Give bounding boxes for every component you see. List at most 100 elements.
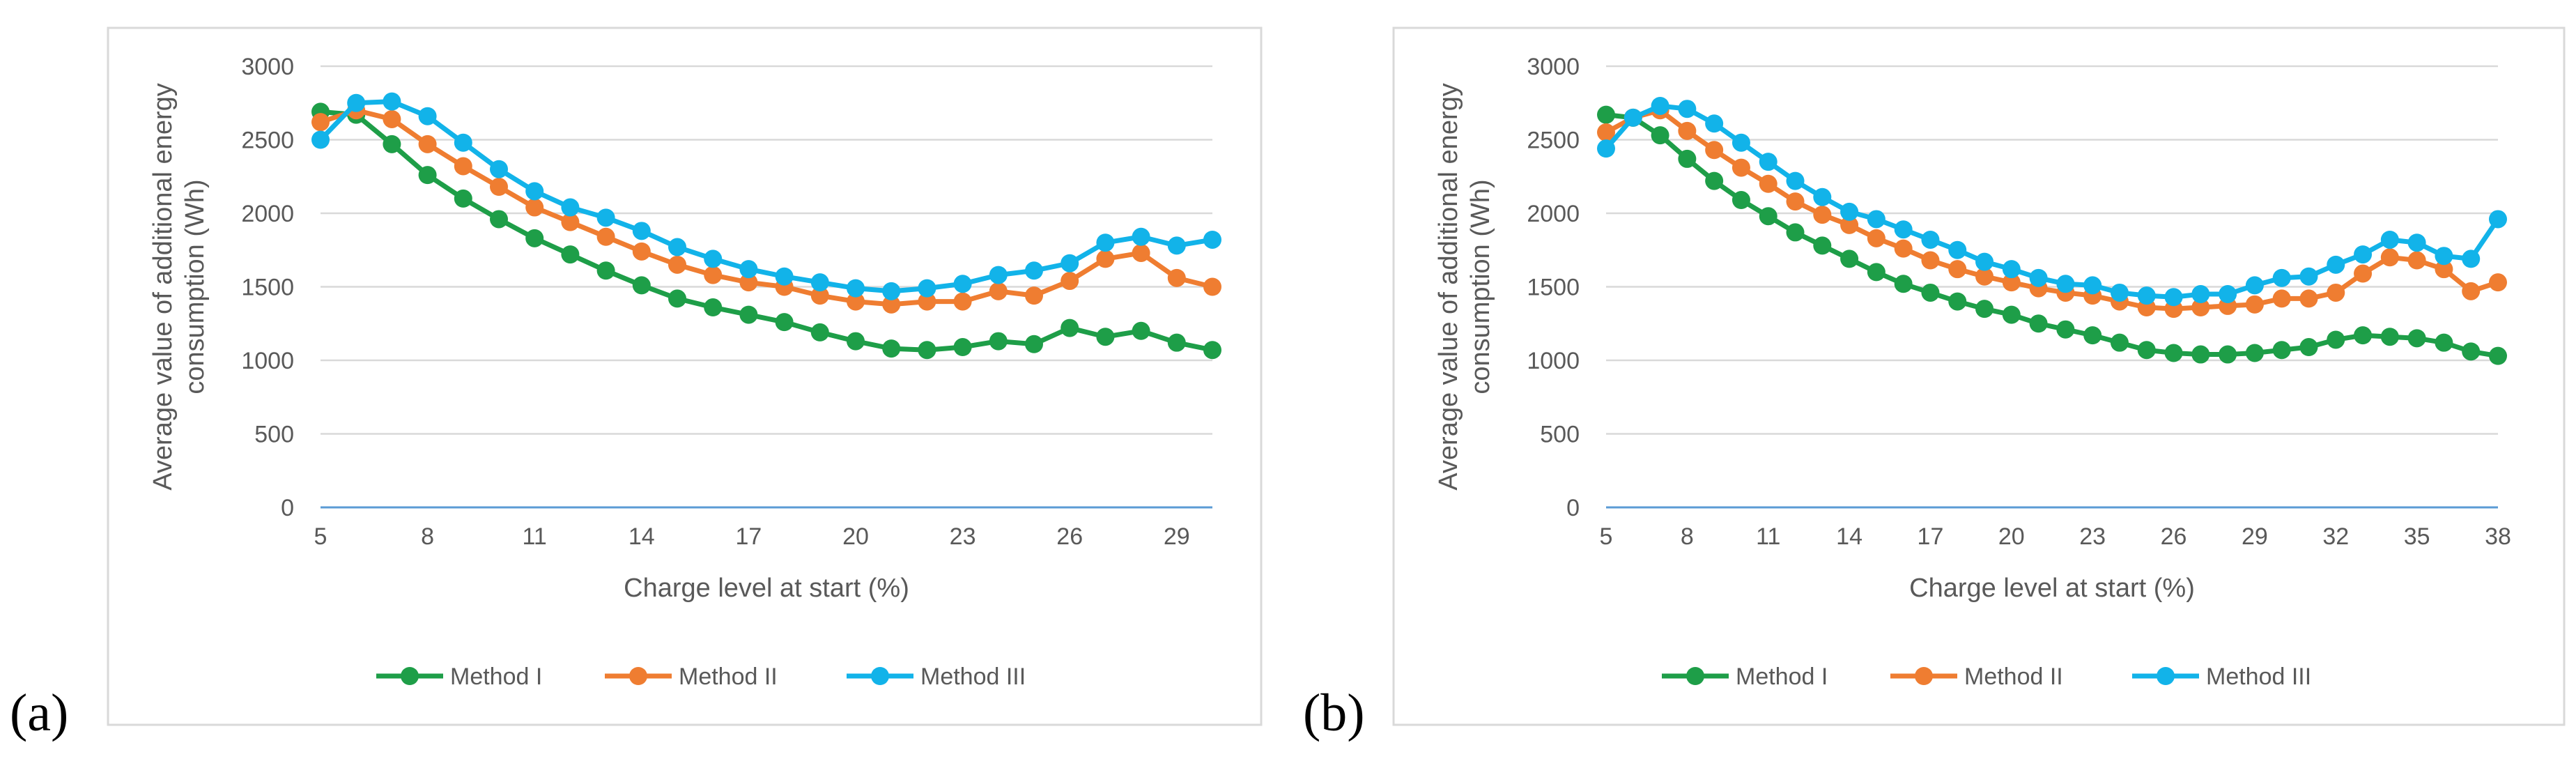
data-point-method-iii bbox=[2354, 245, 2373, 264]
data-point-method-ii bbox=[2299, 289, 2318, 308]
data-point-method-ii bbox=[1167, 268, 1186, 287]
data-point-method-iii bbox=[2462, 250, 2481, 268]
legend-label-method-iii: Method III bbox=[2206, 663, 2311, 690]
data-point-method-ii bbox=[1061, 272, 1079, 291]
data-point-method-iii bbox=[1894, 220, 1913, 239]
data-point-method-ii bbox=[882, 295, 901, 314]
data-point-method-i bbox=[2327, 330, 2345, 349]
data-point-method-ii bbox=[739, 273, 758, 292]
data-point-method-i bbox=[525, 229, 544, 247]
x-tick-label: 23 bbox=[950, 523, 976, 550]
x-tick-label: 5 bbox=[1600, 523, 1613, 550]
data-point-method-iii bbox=[1975, 252, 1994, 271]
legend-marker-method-ii bbox=[1915, 667, 1933, 685]
x-tick-label: 8 bbox=[421, 523, 434, 550]
data-point-method-ii bbox=[1786, 192, 1805, 211]
data-point-method-i bbox=[882, 339, 901, 358]
y-tick-label: 0 bbox=[281, 495, 294, 521]
data-point-method-iii bbox=[810, 273, 829, 292]
data-point-method-iii bbox=[1867, 210, 1885, 229]
data-point-method-ii bbox=[1975, 267, 1994, 286]
y-axis-title: Average value of additional energy consum… bbox=[1434, 83, 1495, 491]
data-point-method-ii bbox=[1132, 243, 1150, 262]
data-point-method-ii bbox=[2462, 282, 2481, 300]
legend-label-method-ii: Method II bbox=[1964, 663, 2063, 690]
data-point-method-i bbox=[1203, 341, 1221, 360]
data-point-method-i bbox=[454, 189, 472, 208]
data-point-method-ii bbox=[311, 113, 330, 132]
data-point-method-iii bbox=[739, 260, 758, 279]
data-point-method-iii bbox=[2489, 210, 2507, 229]
y-axis-title-line: Average value of additional energy bbox=[148, 83, 178, 491]
data-point-method-i bbox=[2299, 338, 2318, 357]
legend-marker-method-ii bbox=[629, 667, 647, 685]
legend-label-method-iii: Method III bbox=[920, 663, 1026, 690]
x-tick-label: 26 bbox=[2161, 523, 2187, 550]
legend-marker-method-i bbox=[401, 667, 419, 685]
data-point-method-iii bbox=[1732, 133, 1750, 152]
y-tick-label: 3000 bbox=[1527, 54, 1580, 80]
data-point-method-ii bbox=[454, 157, 472, 176]
data-point-method-iii bbox=[1096, 233, 1115, 252]
data-point-method-ii bbox=[668, 255, 686, 274]
data-point-method-i bbox=[1894, 275, 1913, 293]
legend-label-method-ii: Method II bbox=[679, 663, 778, 690]
y-tick-label: 2500 bbox=[1527, 128, 1580, 154]
data-point-method-i bbox=[2245, 344, 2264, 362]
data-point-method-i bbox=[1132, 321, 1150, 340]
data-point-method-iii bbox=[2299, 267, 2318, 286]
chart-frame bbox=[107, 26, 1263, 726]
data-point-method-ii bbox=[1921, 251, 1940, 270]
x-tick-label: 38 bbox=[2485, 523, 2511, 550]
chart-b: 0 500 1000 1500 2000 2500 3000 5 8 11 14 17 20 23 26 29… bbox=[1392, 26, 2566, 726]
data-point-method-iii bbox=[2083, 276, 2102, 295]
data-point-method-i bbox=[2489, 346, 2507, 365]
data-point-method-i bbox=[847, 332, 865, 351]
data-point-method-i bbox=[2435, 333, 2453, 352]
data-point-method-i bbox=[2354, 326, 2373, 345]
data-point-method-iii bbox=[2056, 275, 2075, 293]
chart-a: 0 500 1000 1500 2000 2500 3000 5 8 11 14 17 20 23 26 29… bbox=[107, 26, 1263, 726]
data-point-method-ii bbox=[1678, 121, 1697, 140]
data-point-method-iii bbox=[668, 238, 686, 256]
y-tick-label: 2500 bbox=[241, 128, 294, 154]
data-point-method-ii bbox=[2380, 248, 2399, 267]
x-tick-label: 20 bbox=[1998, 523, 2025, 550]
data-point-method-iii bbox=[1786, 171, 1805, 190]
data-point-method-ii bbox=[2354, 264, 2373, 283]
data-point-method-iii bbox=[775, 267, 794, 286]
data-point-method-i bbox=[2407, 329, 2426, 348]
data-point-method-i bbox=[418, 166, 437, 185]
data-point-method-i bbox=[1167, 333, 1186, 352]
data-point-method-ii bbox=[383, 109, 401, 128]
data-point-method-iii bbox=[1921, 230, 1940, 249]
y-axis-title-line: consumption (Wh) bbox=[180, 179, 210, 394]
data-point-method-ii bbox=[2489, 273, 2507, 292]
data-point-method-i bbox=[1096, 328, 1115, 346]
data-point-method-i bbox=[1061, 319, 1079, 337]
data-point-method-i bbox=[739, 305, 758, 324]
data-point-method-iii bbox=[418, 107, 437, 125]
data-point-method-iii bbox=[1203, 230, 1221, 249]
legend-label-method-i: Method I bbox=[450, 663, 542, 690]
data-point-method-i bbox=[810, 323, 829, 342]
x-tick-label: 35 bbox=[2404, 523, 2430, 550]
legend-marker-method-iii bbox=[871, 667, 889, 685]
x-tick-label: 20 bbox=[842, 523, 869, 550]
data-point-method-ii bbox=[1025, 286, 1043, 305]
data-point-method-ii bbox=[918, 292, 936, 311]
series-line-method-iii bbox=[1604, 103, 2500, 300]
data-point-method-ii bbox=[1597, 123, 1615, 141]
data-point-method-i bbox=[1651, 126, 1669, 145]
data-point-method-ii bbox=[1813, 206, 1832, 224]
data-point-method-iii bbox=[989, 266, 1008, 284]
data-point-method-ii bbox=[1705, 141, 1724, 160]
x-tick-label: 17 bbox=[735, 523, 762, 550]
legend-marker-method-i bbox=[1686, 667, 1704, 685]
data-point-method-iii bbox=[2191, 285, 2210, 304]
data-point-method-ii bbox=[596, 227, 615, 246]
data-point-method-ii bbox=[1840, 215, 1859, 234]
x-tick-label: 23 bbox=[2079, 523, 2106, 550]
data-point-method-ii bbox=[1867, 229, 1885, 247]
x-tick-label: 32 bbox=[2322, 523, 2349, 550]
